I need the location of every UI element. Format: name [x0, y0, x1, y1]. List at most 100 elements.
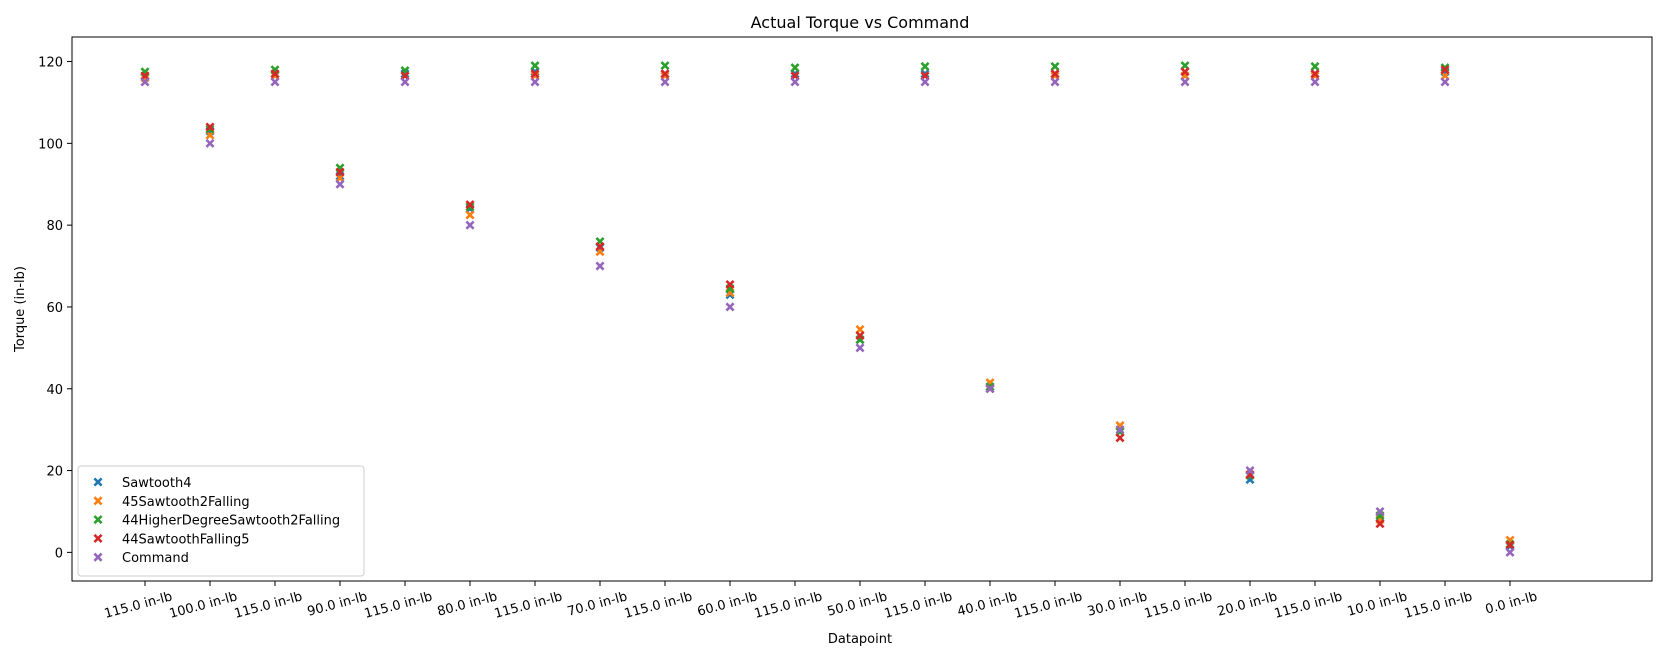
data-point	[140, 77, 150, 87]
legend-marker	[93, 552, 103, 562]
x-tick-label: 30.0 in-lb	[1086, 589, 1149, 619]
plot-frame	[71, 36, 1653, 582]
data-point	[335, 167, 345, 177]
data-point	[465, 220, 475, 230]
x-tick-label: 115.0 in-lb	[103, 589, 174, 622]
x-tick-label: 40.0 in-lb	[956, 589, 1019, 619]
legend-label: 44SawtoothFalling5	[122, 532, 250, 547]
x-tick-label: 70.0 in-lb	[566, 589, 629, 619]
legend-marker	[93, 533, 103, 543]
x-axis-label: Datapoint	[828, 632, 892, 647]
y-tick-label: 100	[38, 137, 63, 152]
data-point	[920, 61, 930, 71]
y-tick-label: 80	[46, 219, 63, 234]
series-Command	[140, 77, 1515, 557]
data-point	[920, 77, 930, 87]
legend-marker	[93, 496, 103, 506]
x-tick-label: 115.0 in-lb	[623, 589, 694, 622]
data-point	[1180, 77, 1190, 87]
x-tick-label: 115.0 in-lb	[883, 589, 954, 622]
x-tick-label: 100.0 in-lb	[168, 589, 239, 622]
data-point	[270, 69, 280, 79]
data-point	[1310, 69, 1320, 79]
x-tick-label: 115.0 in-lb	[233, 589, 304, 622]
data-point	[1310, 61, 1320, 71]
x-tick-label: 10.0 in-lb	[1346, 589, 1409, 619]
legend-label: Sawtooth4	[122, 476, 191, 491]
data-point	[1440, 63, 1450, 73]
legend-box	[77, 465, 365, 577]
data-point	[1440, 65, 1450, 75]
data-point	[400, 77, 410, 87]
data-point	[1050, 77, 1060, 87]
legend-label: 45Sawtooth2Falling	[122, 495, 250, 510]
data-point	[595, 261, 605, 271]
y-tick-label: 0	[55, 546, 63, 561]
data-point	[1115, 433, 1125, 443]
data-point	[725, 279, 735, 289]
data-point	[855, 331, 865, 341]
data-point	[465, 210, 475, 220]
data-point	[660, 77, 670, 87]
data-point	[855, 343, 865, 353]
data-point	[1310, 77, 1320, 87]
y-tick-label: 60	[46, 301, 63, 316]
x-tick-label: 115.0 in-lb	[1273, 589, 1344, 622]
x-tick-label: 50.0 in-lb	[826, 589, 889, 619]
legend-item: 44SawtoothFalling5	[93, 532, 250, 547]
y-tick-label: 120	[38, 56, 63, 71]
x-tick-label: 90.0 in-lb	[306, 589, 369, 619]
data-point	[205, 138, 215, 148]
data-point	[595, 241, 605, 251]
data-point	[530, 77, 540, 87]
x-tick-label: 115.0 in-lb	[753, 589, 824, 622]
legend-label: Command	[122, 551, 189, 566]
data-point	[985, 384, 995, 394]
x-tick-label: 20.0 in-lb	[1216, 589, 1279, 619]
data-point	[725, 302, 735, 312]
data-point	[335, 179, 345, 189]
data-point	[1180, 67, 1190, 77]
y-axis: 0 20 40 60 80 100 120	[38, 56, 72, 561]
data-point	[1050, 61, 1060, 71]
x-tick-label: 115.0 in-lb	[1143, 589, 1214, 622]
legend: Sawtooth4 45Sawtooth2Falling 44HigherDegre…	[77, 465, 365, 577]
data-point	[660, 69, 670, 79]
data-point	[660, 61, 670, 71]
data-point	[465, 202, 475, 212]
data-point	[465, 200, 475, 210]
data-point	[790, 63, 800, 73]
data-point	[530, 69, 540, 79]
data-point	[1115, 425, 1125, 435]
legend-item: Sawtooth4	[93, 476, 191, 491]
data-point	[920, 69, 930, 79]
x-tick-label: 115.0 in-lb	[493, 589, 564, 622]
x-tick-label: 60.0 in-lb	[696, 589, 759, 619]
chart-title: Actual Torque vs Command	[751, 13, 970, 32]
legend-item: 44HigherDegreeSawtooth2Falling	[93, 514, 340, 529]
x-tick-label: 80.0 in-lb	[436, 589, 499, 619]
data-point	[205, 124, 215, 134]
legend-marker	[93, 477, 103, 487]
y-axis-label: Torque (in-lb)	[13, 266, 28, 353]
data-point	[1050, 69, 1060, 79]
y-tick-label: 40	[46, 383, 63, 398]
data-point	[1375, 506, 1385, 516]
data-point	[790, 77, 800, 87]
x-tick-label: 0.0 in-lb	[1484, 589, 1539, 617]
legend-label: 44HigherDegreeSawtooth2Falling	[122, 514, 340, 529]
x-tick-label: 115.0 in-lb	[363, 589, 434, 622]
data-point	[1505, 547, 1515, 557]
y-tick-label: 20	[46, 465, 63, 480]
data-point	[1375, 519, 1385, 529]
data-point	[985, 382, 995, 392]
x-tick-label: 115.0 in-lb	[1013, 589, 1084, 622]
x-tick-label: 115.0 in-lb	[1403, 589, 1474, 622]
data-point	[1245, 466, 1255, 476]
data-point	[530, 61, 540, 71]
plot-marks	[140, 61, 1515, 557]
legend-marker	[93, 515, 103, 525]
data-point	[270, 77, 280, 87]
